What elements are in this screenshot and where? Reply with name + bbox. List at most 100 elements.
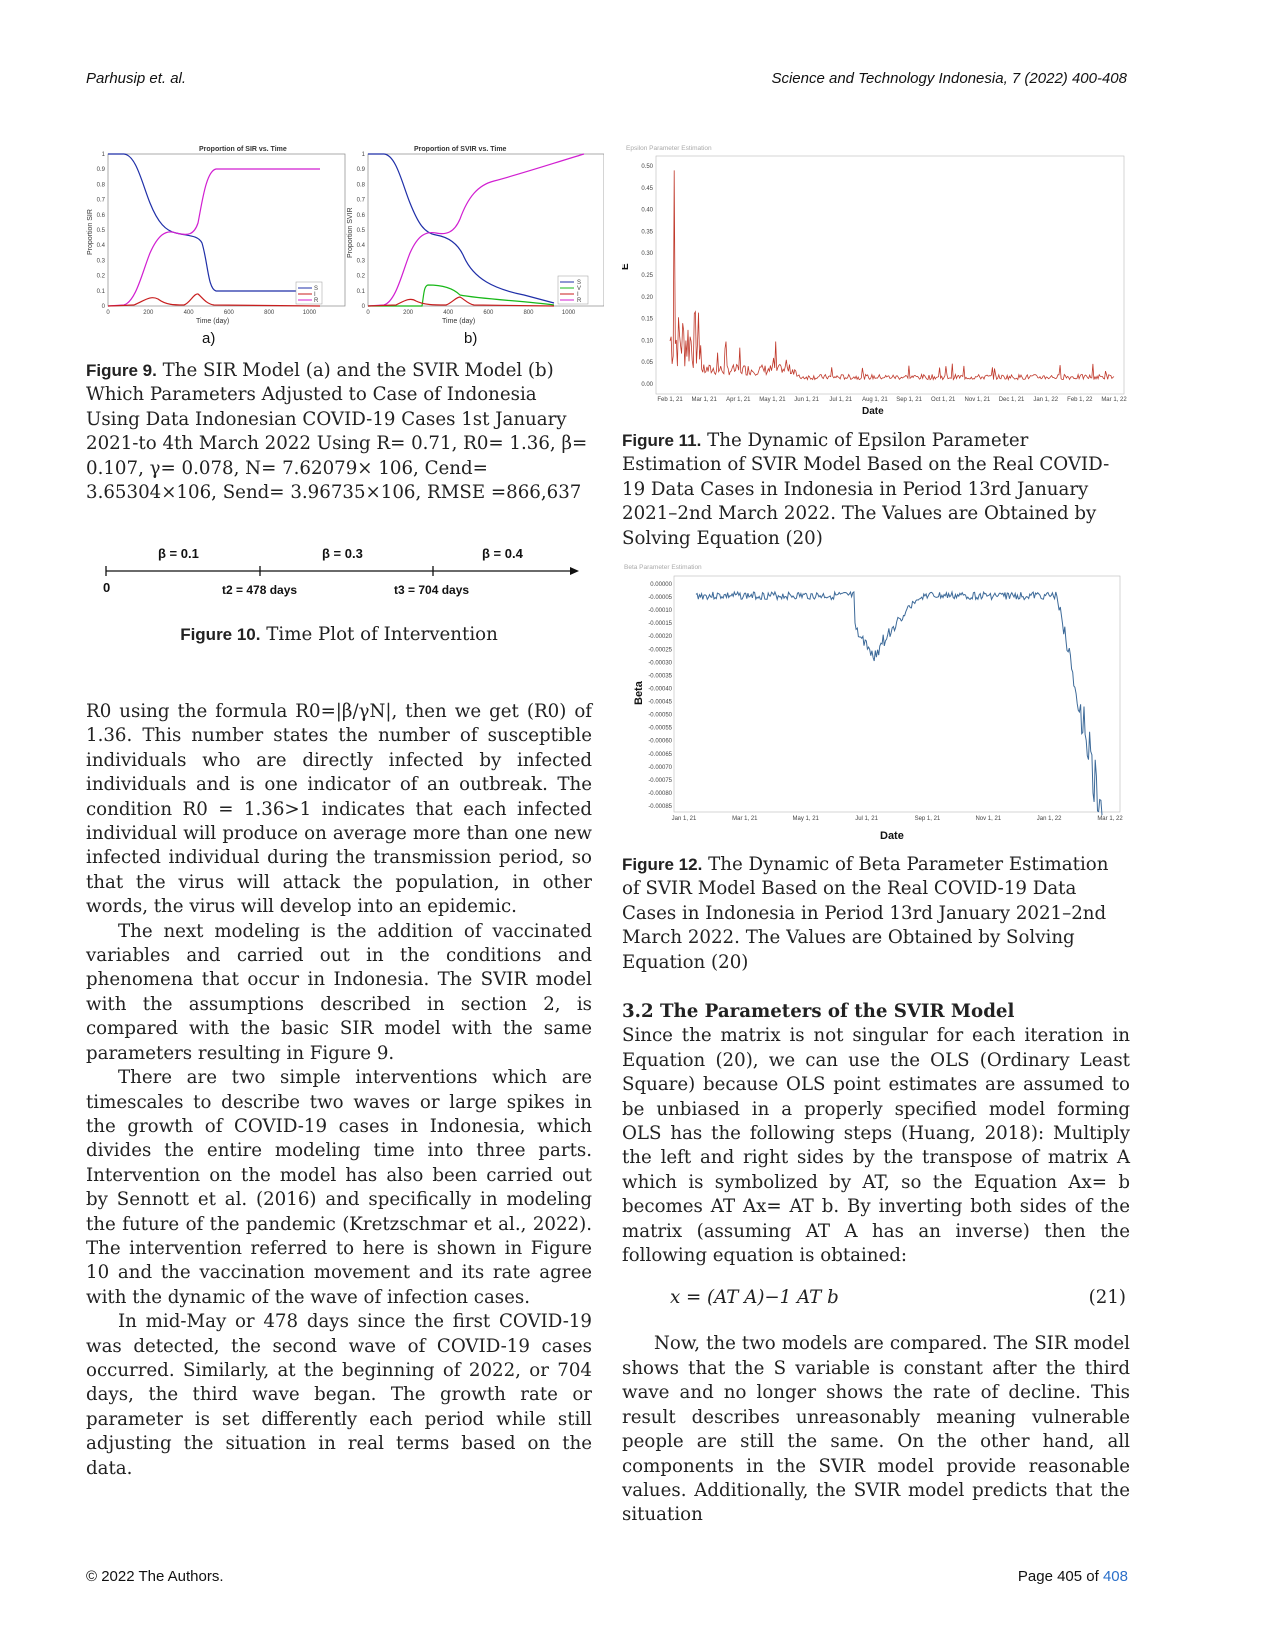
figure-11-xtick-label: Aug 1, 21 — [862, 397, 888, 403]
figure-12-ytick-label: -0.00065 — [648, 752, 672, 758]
b-xtick-label: 800 — [523, 310, 534, 316]
figure-12-ylabel: Beta — [633, 680, 645, 705]
figure-12: Beta Parameter Estimation Beta Date 0.00… — [622, 560, 1130, 845]
timeline-origin: 0 — [103, 580, 110, 595]
figure-11-xtick-label: Apr 1, 21 — [726, 397, 751, 403]
plot-b-xlabel: Time (day) — [442, 318, 475, 325]
plot-a-series-r — [107, 168, 320, 307]
beta-label-2: β = 0.3 — [322, 546, 363, 561]
left-body-text: R0 using the formula R0=|β/γN|, then we … — [86, 700, 592, 1481]
figure-12-ytick-label: 0.00000 — [650, 582, 672, 588]
figure-10-caption: Figure 10. Time Plot of Intervention — [86, 623, 592, 647]
figure-10: β = 0.1 β = 0.3 β = 0.4 0 t2 = 478 days … — [100, 540, 590, 610]
plot-b-legend-r: R — [577, 298, 582, 304]
plot-b-ylabel: Proportion SVIR — [347, 207, 354, 258]
plot-b-series-s — [368, 153, 555, 304]
a-ytick-label: 0.5 — [97, 228, 106, 234]
figure-11-ytick-label: 0.40 — [641, 208, 653, 214]
figure-11-xtick-label: Feb 1, 21 — [657, 397, 683, 403]
plot-a: Proportion of SIR vs. Time Proportion SI… — [87, 146, 346, 347]
figure-11-caption: Figure 11. The Dynamic of Epsilon Parame… — [622, 429, 1130, 551]
figure-9: Proportion of SIR vs. Time Proportion SI… — [84, 143, 605, 348]
equation-21-number: (21) — [1088, 1287, 1126, 1309]
figure-12-ytick-label: -0.00045 — [648, 700, 672, 706]
figure-12-ytick-label: -0.00080 — [648, 791, 672, 797]
plot-a-xlabel: Time (day) — [196, 318, 229, 325]
a-ytick-label: 0.3 — [97, 258, 106, 264]
b-ytick-label: 0.2 — [357, 274, 366, 280]
figure-11-chart: Epsilon Parameter Estimation E Date 0.00… — [620, 145, 1127, 417]
plot-b-panel-label: b) — [464, 330, 477, 347]
figure-12-ytick-label: -0.00010 — [648, 608, 672, 614]
figure-11-xtick-label: Feb 1, 22 — [1067, 397, 1093, 403]
figure-12-xtick-label: Sep 1, 21 — [915, 816, 941, 822]
b-xtick-label: 200 — [403, 310, 414, 316]
figure-12-xtick-label: Nov 1, 21 — [975, 816, 1001, 822]
footer-page-number: Page 405 of 408 — [1018, 1568, 1128, 1585]
figure-12-caption-text: The Dynamic of Beta Parameter Estimation… — [622, 854, 1109, 973]
running-header-journal: Science and Technology Indonesia, 7 (202… — [771, 70, 1127, 87]
figure-12-ytick-label: -0.00015 — [648, 621, 672, 627]
figure-9-caption-text: The SIR Model (a) and the SVIR Model (b)… — [86, 360, 588, 504]
figure-11-xtick-label: Dec 1, 21 — [999, 397, 1025, 403]
timeline-t3: t3 = 704 days — [394, 583, 469, 597]
figure-12-ytick-label: -0.00050 — [648, 713, 672, 719]
figure-12-ytick-label: -0.00025 — [648, 647, 672, 653]
footer-page-prefix: Page 405 of — [1017, 1568, 1103, 1585]
figure-11-xtick-label: Sep 1, 21 — [896, 397, 922, 403]
figure-11-xtick-label: Jan 1, 22 — [1033, 397, 1058, 403]
a-ytick-label: 0.7 — [97, 198, 106, 204]
figure-9-caption-label: Figure 9. — [86, 361, 157, 380]
right-body-text: 3.2 The Parameters of the SVIR Model Sin… — [622, 1000, 1130, 1528]
plot-a-legend-r: R — [314, 298, 319, 304]
figure-11-xtick-label: May 1, 21 — [759, 397, 786, 403]
plot-b-series-r — [367, 153, 585, 307]
figure-12-xtick-label: Jan 1, 22 — [1037, 816, 1062, 822]
figure-11-caption-text: The Dynamic of Epsilon Parameter Estimat… — [622, 430, 1110, 549]
figure-12-ytick-label: -0.00035 — [648, 673, 672, 679]
figure-11-ytick-label: 0.20 — [641, 295, 653, 301]
figure-12-ytick-label: -0.00055 — [648, 726, 672, 732]
paragraph-ols: Since the matrix is not singular for eac… — [622, 1025, 1130, 1267]
figure-11-ytick-label: 0.15 — [641, 317, 653, 323]
b-xtick-label: 1000 — [562, 310, 576, 316]
figure-11-xtick-label: Jul 1, 21 — [829, 397, 852, 403]
figure-12-caption: Figure 12. The Dynamic of Beta Parameter… — [622, 853, 1130, 975]
figure-12-title: Beta Parameter Estimation — [624, 564, 702, 571]
figure-11-xtick-label: Mar 1, 22 — [1101, 397, 1127, 403]
figure-11-ytick-label: 0.45 — [641, 186, 653, 192]
plot-a-legend-i: I — [314, 292, 316, 298]
figure-12-xtick-label: May 1, 21 — [793, 816, 820, 822]
figure-12-chart: Beta Parameter Estimation Beta Date 0.00… — [624, 564, 1123, 842]
figure-12-ytick-label: -0.00060 — [648, 739, 672, 745]
plot-b-series-i — [367, 296, 555, 307]
figure-11-series-epsilon — [669, 170, 1115, 382]
figure-12-ytick-label: -0.00020 — [648, 634, 672, 640]
figure-12-ytick-label: -0.00005 — [648, 595, 672, 601]
figure-12-ytick-label: -0.00030 — [648, 660, 672, 666]
b-xtick-label: 600 — [483, 310, 494, 316]
b-ytick-label: 0.4 — [357, 243, 366, 249]
figure-11-xtick-label: Nov 1, 21 — [965, 397, 991, 403]
a-ytick-label: 0.1 — [97, 289, 106, 295]
figure-11-caption-label: Figure 11. — [622, 431, 702, 450]
figure-12-ytick-label: -0.00040 — [648, 686, 672, 692]
section-heading-3-2: 3.2 The Parameters of the SVIR Model — [622, 1001, 1015, 1022]
a-xtick-label: 600 — [224, 310, 235, 316]
b-ytick-label: 0.7 — [357, 198, 366, 204]
figure-11-xtick-label: Mar 1, 21 — [691, 397, 717, 403]
a-ytick-label: 0.6 — [97, 213, 106, 219]
figure-10-caption-text: Time Plot of Intervention — [266, 624, 498, 645]
figure-12-ytick-label: -0.00070 — [648, 765, 672, 771]
figure-12-xtick-label: Mar 1, 21 — [732, 816, 758, 822]
footer-total-pages-link[interactable]: 408 — [1102, 1568, 1128, 1585]
figure-11-ytick-label: 0.00 — [641, 382, 653, 388]
figure-11-ytick-label: 0.30 — [641, 251, 653, 257]
figure-12-ytick-label: -0.00085 — [648, 804, 672, 810]
plot-b-legend-i: I — [577, 292, 579, 298]
timeline-t2: t2 = 478 days — [222, 583, 297, 597]
plot-b-series-v — [368, 284, 555, 307]
figure-11-ytick-label: 0.50 — [641, 164, 653, 170]
a-xtick-label: 1000 — [303, 310, 317, 316]
plot-a-legend-s: S — [314, 286, 318, 292]
